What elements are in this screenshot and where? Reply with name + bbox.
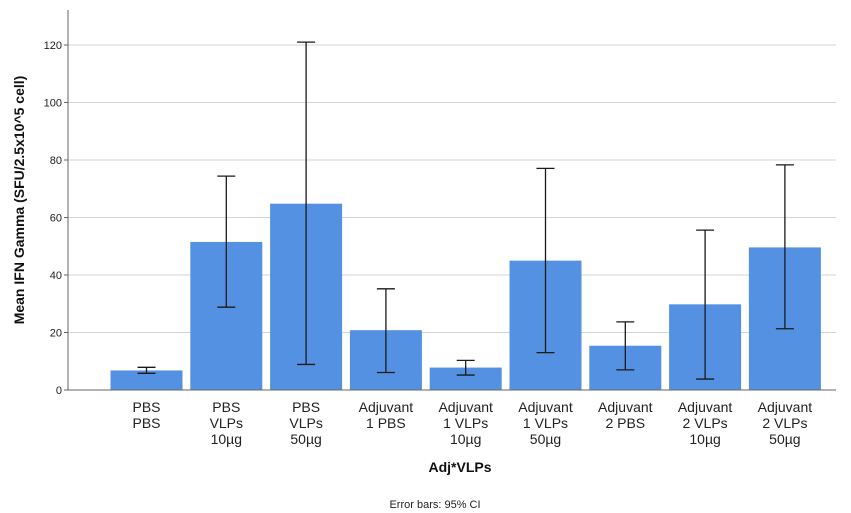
category-label: PBS VLPs 50µg [289, 399, 322, 447]
category-label: Adjuvant 2 VLPs 50µg [758, 399, 813, 447]
y-tick-label: 80 [50, 155, 62, 167]
error-bars [137, 41, 794, 380]
category-label: PBS VLPs 10µg [210, 399, 243, 447]
footnote: Error bars: 95% CI [389, 499, 480, 511]
y-tick-label: 100 [44, 98, 62, 110]
y-tick-label: 120 [44, 40, 62, 52]
category-label: Adjuvant 1 PBS [359, 399, 414, 431]
y-axis-title: Mean IFN Gamma (SFU/2.5x10^5 cell) [11, 76, 27, 325]
bar [110, 370, 183, 390]
category-label: Adjuvant 2 PBS [598, 399, 653, 431]
y-tick-label: 0 [56, 385, 62, 397]
y-tick-label: 60 [50, 213, 62, 225]
x-axis-title: Adj*VLPs [428, 459, 491, 475]
category-label: Adjuvant 1 VLPs 10µg [438, 399, 493, 447]
axes [64, 10, 836, 391]
category-label: PBS PBS [132, 399, 160, 431]
category-label: Adjuvant 1 VLPs 50µg [518, 399, 573, 447]
gridlines [68, 44, 836, 333]
y-tick-label: 20 [50, 328, 62, 340]
labels: 0 20 40 60 80 100 120 PBS PBS PBS VLPs 10µg PBS VLPs 5… [44, 40, 813, 447]
category-label: Adjuvant 2 VLPs 10µg [678, 399, 733, 447]
bar [429, 367, 502, 390]
y-tick-label: 40 [50, 270, 62, 282]
